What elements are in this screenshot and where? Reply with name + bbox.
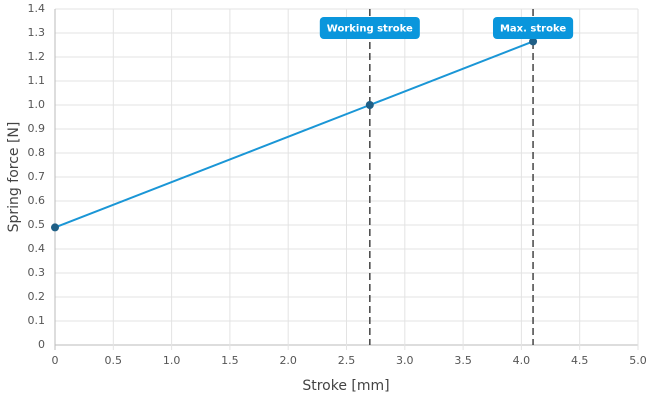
x-tick-label: 1.0 bbox=[163, 354, 181, 367]
y-tick-label: 0 bbox=[38, 338, 45, 351]
data-point bbox=[365, 101, 374, 109]
x-tick-label: 5.0 bbox=[629, 354, 647, 367]
data-point bbox=[529, 37, 538, 46]
data-point bbox=[51, 223, 59, 232]
x-tick-label: 2.5 bbox=[338, 354, 356, 367]
x-axis-label: Stroke [mm] bbox=[302, 378, 389, 394]
x-tick-label: 0.5 bbox=[105, 354, 123, 367]
y-tick-label: 0.3 bbox=[28, 266, 46, 279]
annotation-label: Max. stroke bbox=[500, 24, 566, 35]
annotation-box bbox=[492, 17, 574, 39]
y-tick-label: 0.6 bbox=[28, 194, 46, 207]
x-tick-label: 0 bbox=[52, 354, 59, 367]
y-tick-label: 1.1 bbox=[28, 74, 46, 87]
y-tick-label: 1.3 bbox=[28, 26, 46, 39]
y-tick-label: 0.8 bbox=[28, 146, 46, 159]
x-tick-label: 1.5 bbox=[221, 354, 239, 367]
y-tick-label: 0.4 bbox=[28, 242, 46, 255]
y-tick-label: 1.4 bbox=[28, 2, 46, 15]
y-tick-label: 0.1 bbox=[28, 314, 46, 327]
x-tick-label: 2.0 bbox=[279, 354, 297, 367]
y-tick-label: 1.0 bbox=[28, 98, 46, 111]
x-tick-label: 4.0 bbox=[513, 354, 531, 367]
x-tick-label: 3.0 bbox=[396, 354, 414, 367]
y-tick-label: 0.5 bbox=[28, 218, 46, 231]
data-line bbox=[54, 40, 534, 229]
x-tick-label: 4.5 bbox=[571, 354, 589, 367]
annotation-label: Working stroke bbox=[327, 24, 413, 35]
y-tick-label: 0.7 bbox=[28, 170, 46, 183]
y-axis-label: Spring force [N] bbox=[6, 122, 22, 233]
annotation-box bbox=[319, 17, 420, 39]
x-tick-label: 3.5 bbox=[454, 354, 472, 367]
y-tick-label: 0.2 bbox=[28, 290, 46, 303]
y-tick-label: 0.9 bbox=[28, 122, 46, 135]
y-tick-label: 1.2 bbox=[28, 50, 46, 63]
